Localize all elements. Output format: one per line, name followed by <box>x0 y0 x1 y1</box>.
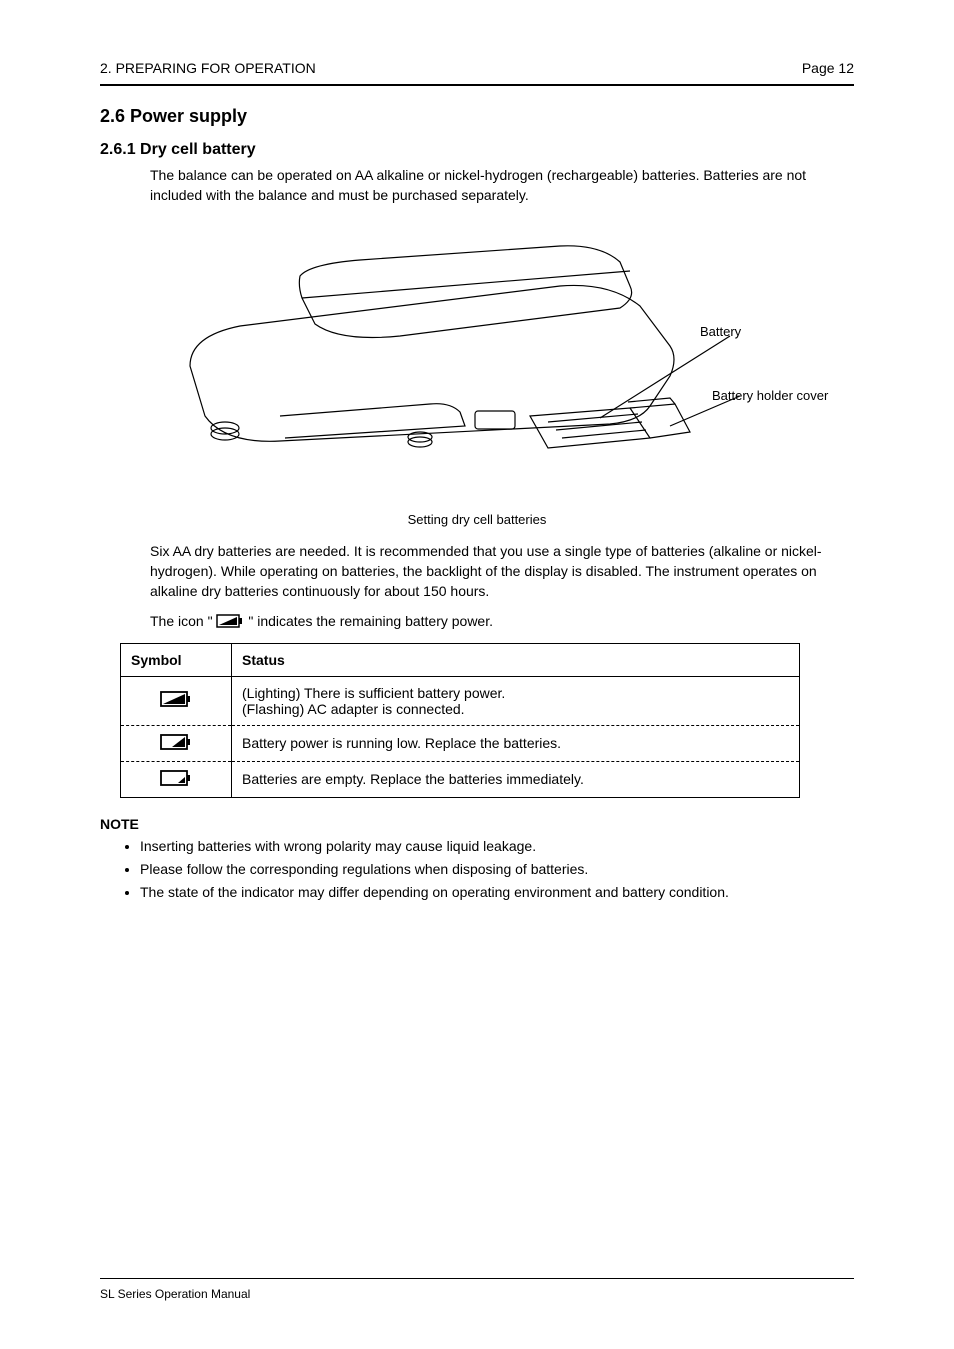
table-row: Batteries are empty. Replace the batteri… <box>121 761 800 797</box>
page-header: 2. PREPARING FOR OPERATION Page 12 <box>100 60 854 76</box>
col-status: Status <box>232 643 800 676</box>
scale-line-drawing <box>130 216 770 496</box>
footer-rule <box>100 1278 854 1279</box>
battery-low-icon <box>160 770 192 789</box>
status-line1: (Lighting) There is sufficient battery p… <box>242 685 505 701</box>
table-row: (Lighting) There is sufficient battery p… <box>121 676 800 725</box>
note-item: Please follow the corresponding regulati… <box>140 859 854 880</box>
status-cell: (Lighting) There is sufficient battery p… <box>232 676 800 725</box>
section-heading: 2.6 Power supply <box>100 106 854 127</box>
table-header-row: Symbol Status <box>121 643 800 676</box>
note-item: Inserting batteries with wrong polarity … <box>140 836 854 857</box>
symbol-cell <box>121 725 232 761</box>
icon-intro-post: " indicates the remaining battery power. <box>248 613 493 629</box>
callout-battery-label: Battery <box>700 324 741 339</box>
paragraph-icon-intro: The icon " " indicates the remaining bat… <box>150 611 854 632</box>
figure-caption: Setting dry cell batteries <box>100 512 854 527</box>
manual-page: 2. PREPARING FOR OPERATION Page 12 2.6 P… <box>0 0 954 1349</box>
battery-full-icon <box>160 691 192 710</box>
symbol-cell <box>121 761 232 797</box>
paragraph-battery-spec: Six AA dry batteries are needed. It is r… <box>150 541 854 602</box>
battery-status-table: Symbol Status (Lighting) There is suffic… <box>120 643 800 798</box>
header-page-number: Page 12 <box>802 60 854 76</box>
icon-intro-pre: The icon " <box>150 613 213 629</box>
symbol-cell <box>121 676 232 725</box>
footer-text: SL Series Operation Manual <box>100 1287 250 1301</box>
battery-icon-inline <box>216 613 244 633</box>
col-symbol: Symbol <box>121 643 232 676</box>
callout-cover-label: Battery holder cover <box>712 388 828 403</box>
header-rule <box>100 84 854 86</box>
header-section-title: 2. PREPARING FOR OPERATION <box>100 60 316 76</box>
note-list: Inserting batteries with wrong polarity … <box>140 836 854 903</box>
intro-paragraph: The balance can be operated on AA alkali… <box>150 165 854 206</box>
note-block: NOTE Inserting batteries with wrong pola… <box>100 816 854 903</box>
status-cell: Batteries are empty. Replace the batteri… <box>232 761 800 797</box>
battery-half-icon <box>160 734 192 753</box>
table-row: Battery power is running low. Replace th… <box>121 725 800 761</box>
status-cell: Battery power is running low. Replace th… <box>232 725 800 761</box>
note-title: NOTE <box>100 816 854 832</box>
note-item: The state of the indicator may differ de… <box>140 882 854 903</box>
status-line2: (Flashing) AC adapter is connected. <box>242 701 465 717</box>
subsection-heading: 2.6.1 Dry cell battery <box>100 141 854 159</box>
battery-figure: Battery Battery holder cover <box>100 216 854 506</box>
